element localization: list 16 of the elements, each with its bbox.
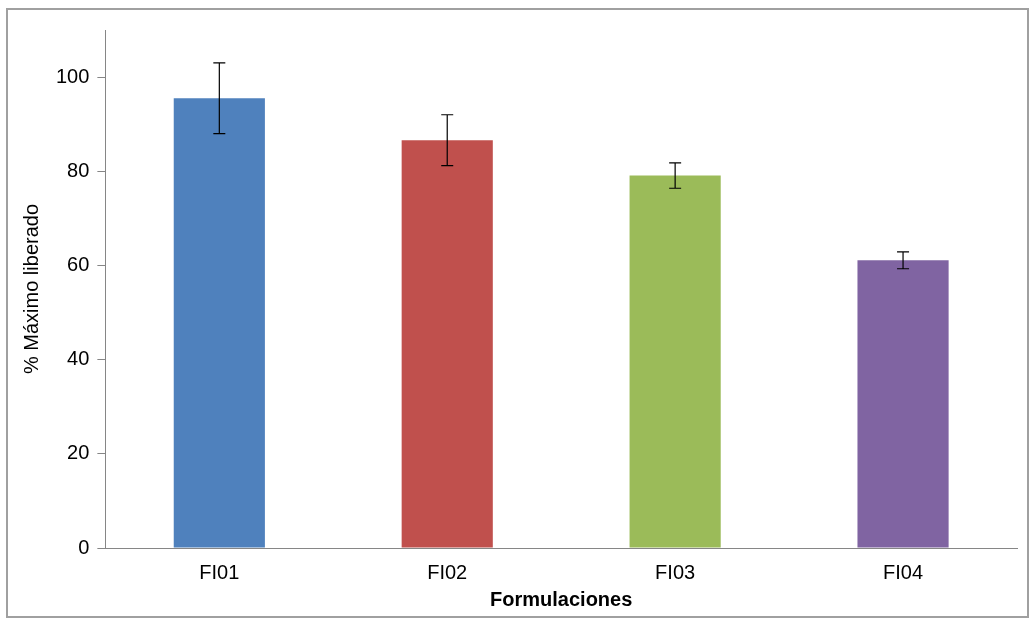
x-tick-label: FI04	[883, 560, 924, 583]
x-tick-label: FI01	[199, 560, 240, 583]
bar	[173, 98, 265, 548]
x-axis-title: Formulaciones	[490, 587, 633, 610]
y-tick-label: 40	[67, 347, 90, 370]
bar	[629, 175, 721, 548]
x-tick-label: FI03	[655, 560, 696, 583]
bar	[857, 260, 949, 548]
y-axis-title: % Máximo liberado	[19, 203, 42, 375]
y-tick-label: 100	[55, 64, 90, 87]
bar	[401, 140, 493, 548]
y-tick-label: 80	[67, 158, 90, 181]
x-tick-label: FI02	[427, 560, 468, 583]
y-tick-label: 20	[67, 441, 90, 464]
y-tick-label: 60	[67, 252, 90, 275]
y-tick-label: 0	[78, 535, 90, 558]
